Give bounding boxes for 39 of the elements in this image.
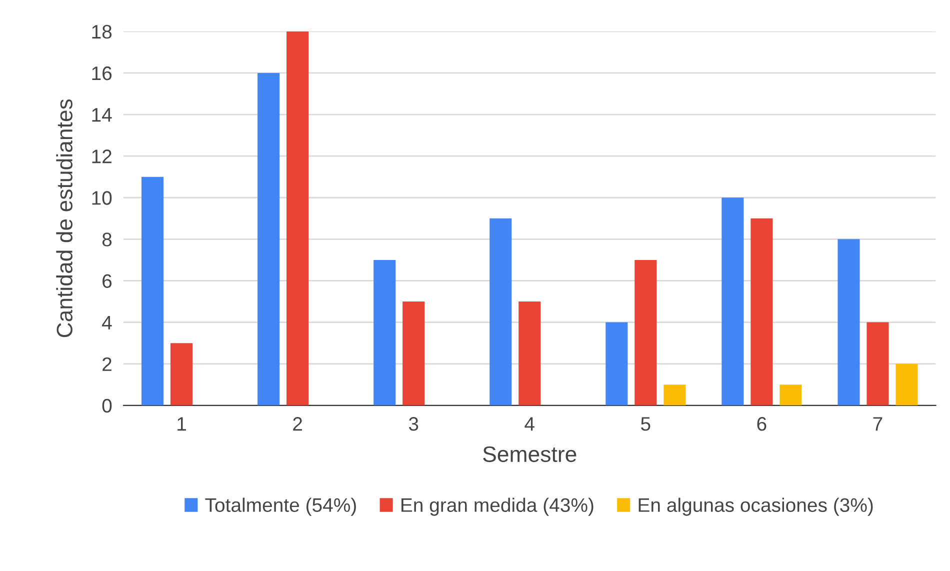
bar [780, 384, 802, 406]
y-tick-label: 16 [92, 66, 112, 80]
bar [402, 302, 425, 406]
y-tick-label: 8 [102, 232, 112, 246]
bar [374, 260, 396, 406]
bar [490, 218, 512, 406]
x-tick-label: 1 [178, 417, 186, 431]
x-tick-label: 3 [408, 417, 418, 431]
bar [838, 239, 860, 406]
y-tick-label: 14 [92, 108, 112, 122]
x-tick-label: 7 [873, 417, 882, 431]
y-tick-label: 18 [92, 24, 112, 39]
x-tick-label: 5 [641, 417, 650, 431]
legend-label: En gran medida (43%) [402, 498, 594, 516]
bar [896, 364, 918, 406]
y-tick-label: 4 [102, 316, 112, 330]
bar [750, 218, 773, 406]
x-tick-label: 6 [757, 417, 766, 431]
x-axis-title: Semestre [483, 446, 576, 462]
bar [866, 322, 889, 406]
y-tick-label: 10 [92, 191, 112, 205]
y-tick-label: 2 [102, 357, 112, 371]
legend-label: Totalmente (54%) [205, 498, 356, 516]
bar [286, 31, 309, 406]
bar [170, 343, 193, 406]
bar [664, 384, 686, 406]
y-axis-title: Cantidad de estudiantes [56, 99, 72, 338]
y-tick-label: 12 [92, 150, 112, 164]
bar [141, 176, 164, 406]
y-tick-label: 6 [102, 274, 112, 288]
bar [722, 198, 744, 406]
bar [518, 302, 541, 406]
legend-label: En algunas ocasiones (3%) [638, 498, 873, 516]
x-tick-label: 4 [524, 417, 534, 431]
y-tick-label: 0 [102, 398, 112, 413]
bar [634, 260, 657, 406]
x-tick-label: 2 [293, 417, 302, 431]
bar [606, 322, 628, 406]
bar [258, 72, 280, 406]
